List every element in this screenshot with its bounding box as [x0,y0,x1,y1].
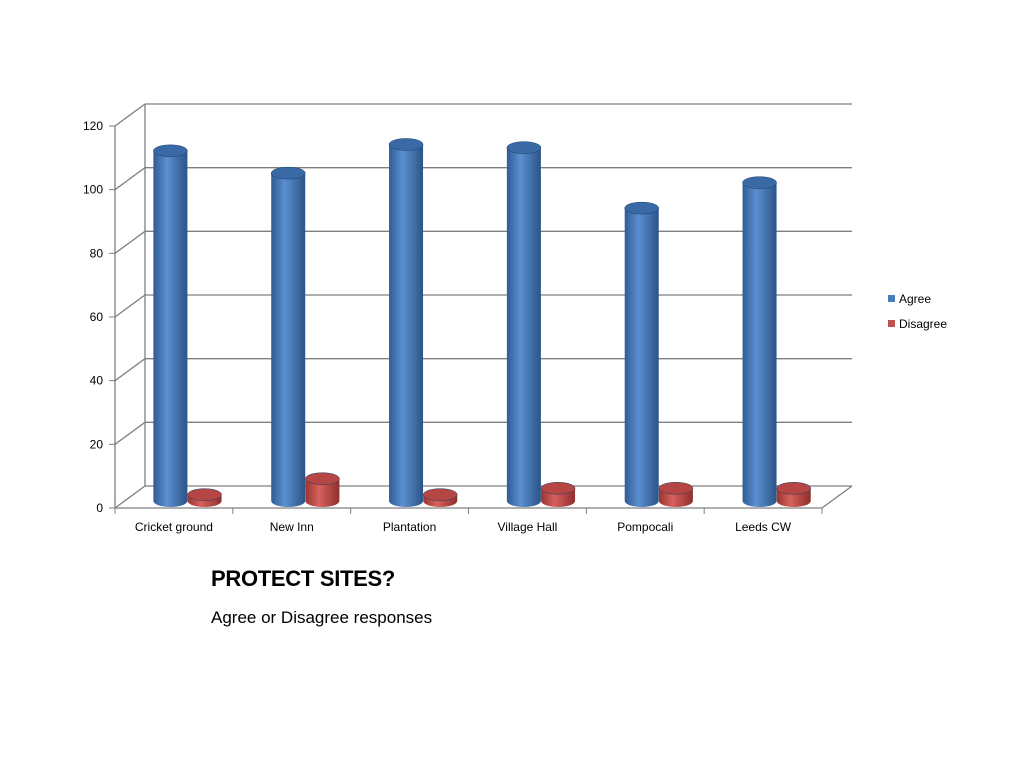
y-tick-label: 0 [96,501,103,515]
bar-agree-body [506,147,541,507]
y-tick-label: 120 [83,119,103,133]
bar-agree-body [271,173,306,507]
x-tick-label: New Inn [270,520,314,534]
bar-disagree-top [540,482,576,495]
bars [153,138,811,508]
x-tick-label: Leeds CW [735,520,792,534]
y-tick-label: 100 [83,183,103,197]
axes [109,104,853,514]
bar-disagree [540,482,576,507]
axis-labels: 0 20 40 60 80 100 120 Cricket ground New Inn Plan… [83,119,792,534]
x-tick-label: Plantation [383,520,436,534]
y-tick-label: 80 [90,246,104,260]
bar-disagree-top [658,482,694,495]
y-tick-label: 20 [90,437,104,451]
bar-agree-body [153,150,188,508]
chart-title: PROTECT SITES? [211,566,396,591]
legend-label: Disagree [899,317,947,331]
bar-disagree [658,482,694,507]
bar-agree-top [270,166,306,180]
bar-agree-top [153,144,188,158]
gridline-wall [114,294,146,318]
legend-swatch [888,295,895,302]
bar-agree-top [742,176,777,189]
y-tick-label: 40 [90,374,104,388]
bar-disagree-top [305,472,340,485]
gridline-wall [114,358,146,382]
bar-disagree [187,488,222,507]
bar-disagree [305,472,340,507]
bar-disagree-top [776,482,811,495]
bar-disagree-top [187,488,222,501]
bar-disagree-body [305,478,340,507]
x-tick-label: Village Hall [498,520,558,534]
bar-agree [742,176,777,507]
legend-swatch [888,320,895,327]
bar-agree-body [389,144,424,507]
y-tick-label: 60 [90,310,104,324]
gridline-wall [114,103,146,127]
bar-agree [153,144,188,508]
legend-label: Agree [899,292,931,306]
gridlines [114,103,852,509]
gridline-wall [114,230,146,254]
gridline-wall [114,167,146,191]
gridline-wall [114,421,146,445]
bar-agree-top [388,138,424,151]
bar-agree-top [506,141,542,154]
bar-agree [624,201,659,507]
bar-disagree-top [422,488,458,501]
bar-agree-body [742,182,777,507]
floor-right-edge [821,485,853,509]
bar-disagree [422,488,458,507]
legend: Agree Disagree [888,292,947,331]
chart-subtitle: Agree or Disagree responses [211,608,433,627]
x-tick-label: Cricket ground [135,520,213,534]
bar-agree [388,138,424,507]
bar-disagree [776,482,811,507]
bar-agree [270,166,306,507]
bar-agree-top [624,201,659,215]
bar-agree [506,141,542,507]
x-tick-label: Pompocali [617,520,673,534]
bar-agree-body [624,208,659,507]
gridline-wall [114,485,146,509]
